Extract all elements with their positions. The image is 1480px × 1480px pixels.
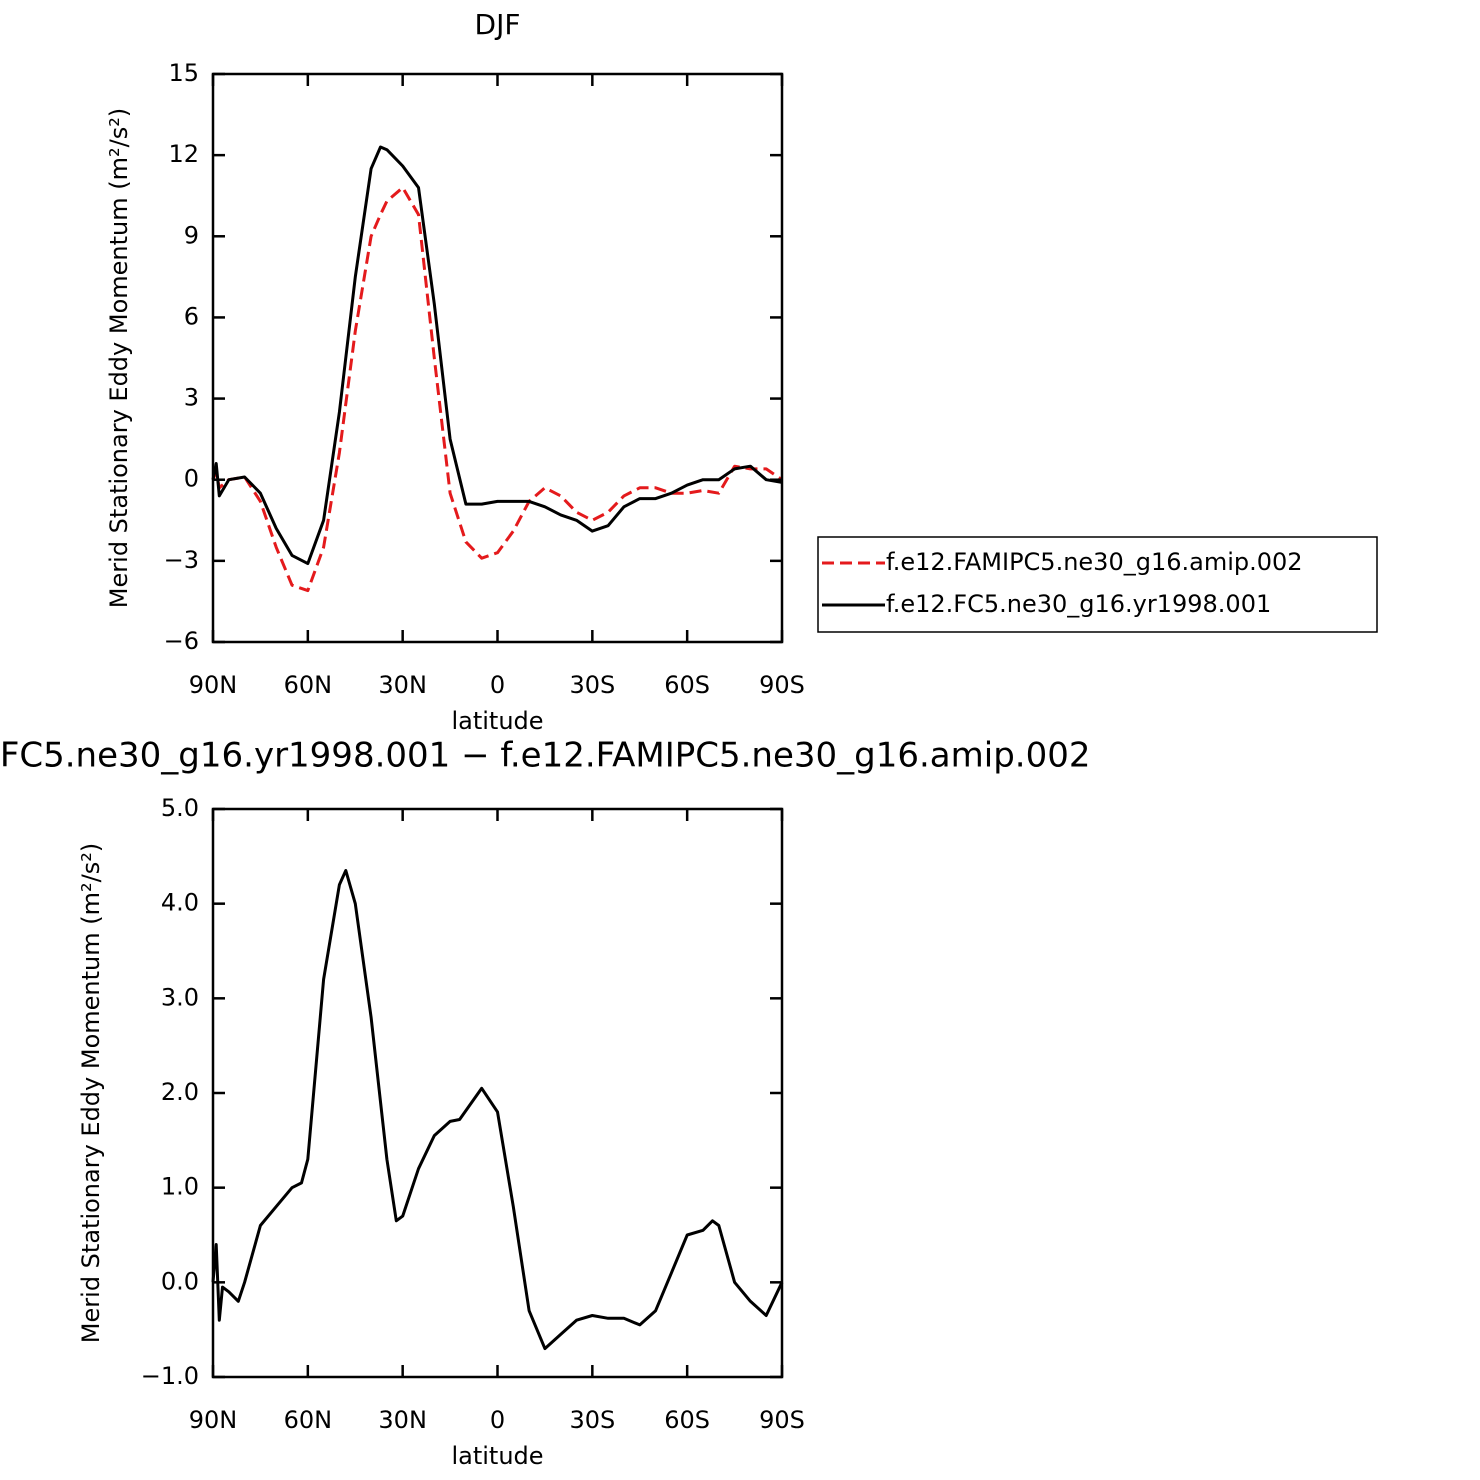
y-tick-label: 5.0 bbox=[161, 794, 199, 822]
x-tick-label: 0 bbox=[490, 671, 505, 699]
y-axis-label: Merid Stationary Eddy Momentum (m²/s²) bbox=[105, 108, 133, 608]
y-tick-label: 6 bbox=[184, 302, 199, 330]
y-tick-label: 3 bbox=[184, 384, 199, 412]
y-tick-label: −6 bbox=[164, 627, 199, 655]
x-tick-label: 90N bbox=[189, 671, 238, 699]
chart-title: DJF bbox=[475, 8, 521, 41]
legend-box bbox=[817, 536, 1378, 633]
y-tick-label: 2.0 bbox=[161, 1078, 199, 1106]
x-tick-label: 0 bbox=[490, 1406, 505, 1434]
y-tick-label: 1.0 bbox=[161, 1173, 199, 1201]
x-tick-label: 30S bbox=[569, 671, 615, 699]
plot-frame bbox=[211, 807, 784, 1379]
y-tick-label: 0 bbox=[184, 465, 199, 493]
line-series bbox=[211, 869, 784, 1351]
x-axis-label: latitude bbox=[451, 1442, 543, 1470]
y-axis-label: Merid Stationary Eddy Momentum (m²/s²) bbox=[77, 843, 105, 1343]
legend-label: f.e12.FC5.ne30_g16.yr1998.001 bbox=[886, 590, 1271, 618]
x-tick-label: 90N bbox=[189, 1406, 238, 1434]
legend-label: f.e12.FAMIPC5.ne30_g16.amip.002 bbox=[886, 548, 1303, 576]
x-tick-label: 90S bbox=[759, 1406, 805, 1434]
x-tick-label: 60N bbox=[284, 1406, 333, 1434]
x-axis-label: latitude bbox=[451, 707, 543, 735]
x-tick-label: 60N bbox=[284, 671, 333, 699]
plot-frame bbox=[211, 72, 784, 644]
y-tick-label: −3 bbox=[164, 546, 199, 574]
y-tick-label: 4.0 bbox=[161, 889, 199, 917]
y-tick-label: 0.0 bbox=[161, 1267, 199, 1295]
line-series bbox=[211, 186, 783, 593]
x-tick-label: 60S bbox=[664, 1406, 710, 1434]
x-tick-label: 90S bbox=[759, 671, 805, 699]
line-series bbox=[211, 145, 783, 566]
y-tick-label: 9 bbox=[184, 221, 199, 249]
y-tick-label: 15 bbox=[168, 59, 199, 87]
x-tick-label: 60S bbox=[664, 671, 710, 699]
x-tick-label: 30N bbox=[378, 671, 427, 699]
y-tick-label: 12 bbox=[168, 140, 199, 168]
chart-title: f.e12.FC5.ne30_g16.yr1998.001 − f.e12.FA… bbox=[0, 736, 1090, 776]
x-tick-label: 30N bbox=[378, 1406, 427, 1434]
x-tick-label: 30S bbox=[569, 1406, 615, 1434]
y-tick-label: 3.0 bbox=[161, 983, 199, 1011]
y-tick-label: −1.0 bbox=[141, 1362, 199, 1390]
